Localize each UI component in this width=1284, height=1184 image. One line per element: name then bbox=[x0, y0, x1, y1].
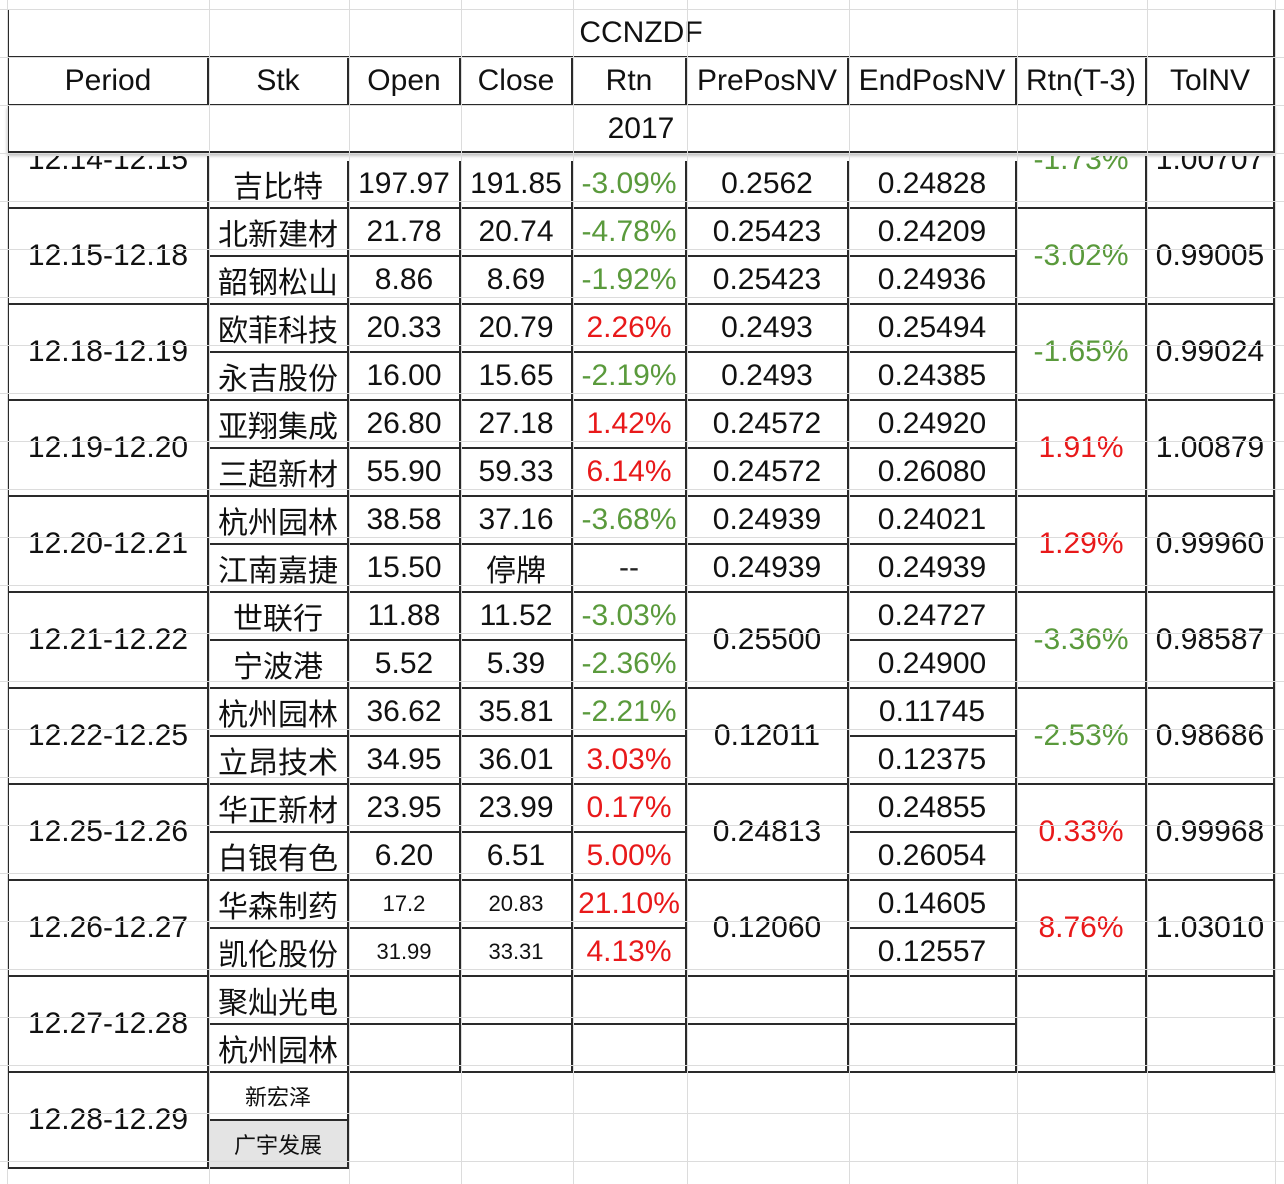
grid-line bbox=[0, 297, 1284, 298]
grid-line bbox=[0, 537, 1284, 538]
column-header: PrePosNV bbox=[687, 58, 849, 106]
grid-line bbox=[0, 153, 1284, 154]
total-nv: 1.00879 bbox=[1147, 401, 1275, 497]
total-nv: 1.00707 bbox=[1147, 156, 1275, 209]
period-cell: 12.27-12.28 bbox=[7, 977, 209, 1073]
period-cell: 12.18-12.19 bbox=[7, 305, 209, 401]
column-header: EndPosNV bbox=[849, 58, 1017, 106]
grid-line bbox=[687, 0, 688, 1184]
grid-line bbox=[0, 825, 1284, 826]
pre-pos-nv: 0.12011 bbox=[687, 689, 849, 785]
grid-line bbox=[849, 0, 850, 1184]
grid-line bbox=[0, 441, 1284, 442]
total-nv bbox=[1147, 977, 1275, 1073]
period-cell: 12.26-12.27 bbox=[7, 881, 209, 977]
return: -3.03% bbox=[573, 593, 687, 641]
pre-pos-nv: 0.12060 bbox=[687, 881, 849, 977]
grid-line bbox=[0, 105, 1284, 106]
return-t3: -1.65% bbox=[1017, 305, 1147, 401]
end-pos-nv: 0.24385 bbox=[849, 353, 1017, 401]
column-header: Open bbox=[349, 58, 461, 106]
total-nv: 0.99960 bbox=[1147, 497, 1275, 593]
grid-line bbox=[0, 9, 1284, 10]
total-nv: 0.99024 bbox=[1147, 305, 1275, 401]
return-t3: -2.53% bbox=[1017, 689, 1147, 785]
pre-pos-nv: 0.25500 bbox=[687, 593, 849, 689]
period-cell: 12.20-12.21 bbox=[7, 497, 209, 593]
column-header: TolNV bbox=[1147, 58, 1275, 106]
open-price: 36.62 bbox=[349, 689, 461, 737]
grid-line bbox=[0, 969, 1284, 970]
column-header: Rtn(T-3) bbox=[1017, 58, 1147, 106]
grid-line bbox=[0, 1161, 1284, 1162]
grid-line bbox=[573, 0, 574, 1184]
period-cell: 12.15-12.18 bbox=[7, 209, 209, 305]
grid-line bbox=[0, 1113, 1284, 1114]
grid-line bbox=[0, 585, 1284, 586]
grid-line bbox=[209, 0, 210, 1184]
period-cell: 12.19-12.20 bbox=[7, 401, 209, 497]
return-t3: -3.36% bbox=[1017, 593, 1147, 689]
grid-line bbox=[7, 0, 8, 1184]
grid-line bbox=[1275, 0, 1276, 1184]
close-price: 36.01 bbox=[461, 737, 573, 785]
grid-line bbox=[0, 633, 1284, 634]
period-cell: 12.14-12.15 bbox=[7, 156, 209, 209]
grid-line bbox=[0, 1065, 1284, 1066]
grid-line bbox=[461, 0, 462, 1184]
sheet-title: CCNZDF bbox=[7, 10, 1275, 58]
year-row: 2017 bbox=[7, 106, 1275, 154]
return-t3: 8.76% bbox=[1017, 881, 1147, 977]
sheet-body: 12.14-12.15 吉比特 197.97 191.85 -3.09% 0.2562 0.… bbox=[0, 156, 1284, 1184]
grid-line bbox=[0, 729, 1284, 730]
return-t3: -3.02% bbox=[1017, 209, 1147, 305]
grid-line bbox=[0, 393, 1284, 394]
return-t3 bbox=[1017, 977, 1147, 1073]
frozen-header: CCNZDF Period Stk Open Close Rtn PrePosNV EndPo… bbox=[0, 0, 1284, 156]
grid-line bbox=[1017, 0, 1018, 1184]
grid-line bbox=[0, 921, 1284, 922]
return-t3: 0.33% bbox=[1017, 785, 1147, 881]
period-cell: 12.21-12.22 bbox=[7, 593, 209, 689]
grid-line bbox=[0, 345, 1284, 346]
pre-pos-nv: 0.24813 bbox=[687, 785, 849, 881]
return-t3: 1.29% bbox=[1017, 497, 1147, 593]
grid-line bbox=[349, 0, 350, 1184]
total-nv: 0.98587 bbox=[1147, 593, 1275, 689]
grid-line bbox=[0, 249, 1284, 250]
grid-line bbox=[0, 681, 1284, 682]
period-cell: 12.28-12.29 bbox=[7, 1073, 209, 1169]
total-nv: 0.99005 bbox=[1147, 209, 1275, 305]
grid-line bbox=[0, 873, 1284, 874]
period-cell: 12.22-12.25 bbox=[7, 689, 209, 785]
grid-line bbox=[0, 201, 1284, 202]
grid-line bbox=[0, 57, 1284, 58]
return-t3: -1.73% bbox=[1017, 156, 1147, 209]
pre-pos-nv: 0.24939 bbox=[687, 545, 849, 593]
return-t3: 1.91% bbox=[1017, 401, 1147, 497]
grid-line bbox=[0, 777, 1284, 778]
total-nv: 1.03010 bbox=[1147, 881, 1275, 977]
grid-line bbox=[1147, 0, 1148, 1184]
column-header: Stk bbox=[209, 58, 349, 106]
return: 6.14% bbox=[573, 449, 687, 497]
column-header: Period bbox=[7, 58, 209, 106]
grid-line bbox=[0, 1017, 1284, 1018]
total-nv: 0.98686 bbox=[1147, 689, 1275, 785]
total-nv: 0.99968 bbox=[1147, 785, 1275, 881]
column-header: Close bbox=[461, 58, 573, 106]
column-header: Rtn bbox=[573, 58, 687, 106]
period-cell: 12.25-12.26 bbox=[7, 785, 209, 881]
grid-line bbox=[0, 489, 1284, 490]
